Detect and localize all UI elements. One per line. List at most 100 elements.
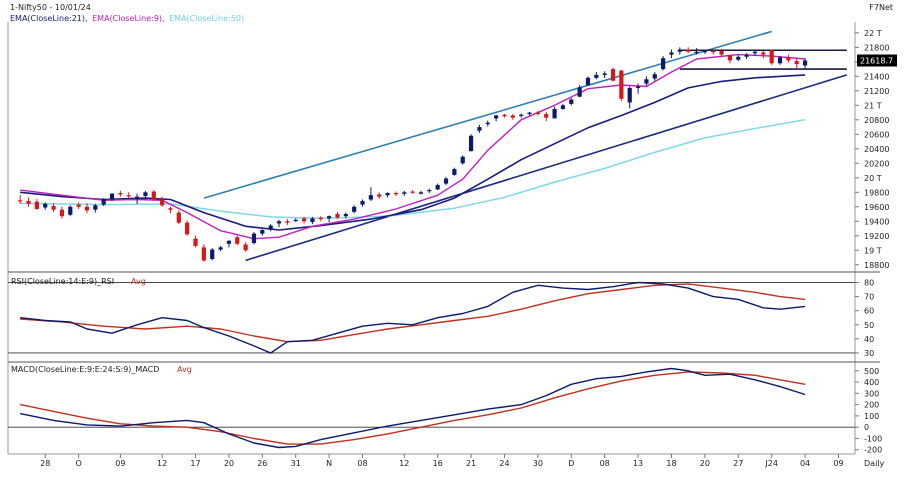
rsi-avg-line xyxy=(20,283,806,343)
price-y-tick-label: 21800 xyxy=(864,43,889,52)
candle-body xyxy=(218,247,223,250)
candle-body xyxy=(786,57,791,61)
macd-y-tick-label: 0 xyxy=(864,423,869,432)
macd-avg-line xyxy=(20,371,806,445)
x-tick-label: O xyxy=(75,459,81,468)
candle-body xyxy=(802,60,808,66)
vendor-label: F7Net xyxy=(869,3,893,12)
candle-body xyxy=(652,74,657,79)
candle-body xyxy=(519,114,524,116)
macd-y-tick-label: -100 xyxy=(864,434,882,443)
candle-body xyxy=(460,156,465,164)
upper-channel-trendline xyxy=(203,30,772,199)
x-tick-label: 12 xyxy=(157,459,167,468)
candle-body xyxy=(552,108,557,119)
x-tick-label: 08 xyxy=(600,459,610,468)
candle-body xyxy=(577,87,582,97)
candle-body xyxy=(34,201,39,209)
x-tick-label: 13 xyxy=(633,459,643,468)
candle-body xyxy=(627,87,632,103)
candle-body xyxy=(43,203,48,208)
candle-body xyxy=(151,191,156,200)
x-tick-label: 20 xyxy=(700,459,710,468)
candle-body xyxy=(427,190,432,192)
candle-body xyxy=(368,195,373,200)
price-y-tick-label: 19800 xyxy=(864,188,889,197)
macd-y-tick-label: 100 xyxy=(864,412,879,421)
candle-body xyxy=(677,49,682,52)
candle-body xyxy=(794,61,799,65)
candle-body xyxy=(635,86,641,88)
candle-body xyxy=(84,206,90,211)
candle-body xyxy=(18,200,23,202)
candle-body xyxy=(661,58,666,70)
candle-body xyxy=(402,192,407,194)
candle-body xyxy=(160,199,165,206)
candle-body xyxy=(101,199,106,205)
candle-body xyxy=(560,105,566,109)
candle-body xyxy=(602,73,607,75)
price-y-tick-label: 19200 xyxy=(864,232,889,241)
price-y-tick-label: 22 T xyxy=(864,29,882,38)
price-y-tick-label: 20200 xyxy=(864,159,889,168)
rsi-line xyxy=(20,281,806,354)
last-price-tag xyxy=(857,54,897,67)
x-tick-label: 04 xyxy=(800,459,810,468)
candle-body xyxy=(126,195,131,197)
x-tick-label: 20 xyxy=(224,459,234,468)
instrument-title: 1-Nifty50 - 10/01/24 xyxy=(10,3,91,12)
candle-body xyxy=(76,204,81,207)
rsi-y-tick-label: 60 xyxy=(864,307,874,316)
x-tick-label: 16 xyxy=(433,459,443,468)
candle-body xyxy=(510,115,515,118)
candle-body xyxy=(418,192,424,194)
candle-body xyxy=(235,237,240,244)
candle-body xyxy=(310,218,315,222)
macd-y-tick-label: 200 xyxy=(864,401,879,410)
candle-body xyxy=(544,114,549,118)
rsi-title: RSI(CloseLine:14:E:9)_RSI xyxy=(11,277,114,286)
candle-body xyxy=(719,50,724,55)
candle-body xyxy=(527,112,532,115)
macd-y-tick-label: -200 xyxy=(864,446,882,455)
candle-body xyxy=(210,249,215,259)
x-tick-label: 26 xyxy=(257,459,267,468)
candle-body xyxy=(134,196,140,199)
candle-body xyxy=(569,99,574,104)
candle-body xyxy=(93,205,98,210)
candle-body xyxy=(293,219,298,222)
last-price-label: 21618.7 xyxy=(860,57,893,66)
x-tick-label: J24 xyxy=(764,459,778,468)
candle-body xyxy=(343,214,348,217)
price-y-tick-label: 21400 xyxy=(864,72,889,81)
price-y-tick-label: 20800 xyxy=(864,116,889,125)
macd-y-tick-label: 500 xyxy=(864,367,879,376)
candle-body xyxy=(201,247,206,261)
x-tick-label: 28 xyxy=(40,459,50,468)
candle-body xyxy=(727,55,733,61)
candle-body xyxy=(26,200,31,204)
candle-body xyxy=(752,51,758,54)
candle-body xyxy=(327,216,332,219)
rsi-y-tick-label: 30 xyxy=(864,349,874,358)
candle-body xyxy=(285,221,290,223)
candle-body xyxy=(585,77,591,86)
candle-body xyxy=(435,185,440,190)
candle-body xyxy=(68,206,73,215)
candle-body xyxy=(502,114,507,117)
candle-body xyxy=(360,200,365,205)
candle-body xyxy=(769,50,774,64)
candle-body xyxy=(143,192,148,196)
candle-body xyxy=(168,208,173,210)
candle-body xyxy=(468,135,474,151)
candle-body xyxy=(352,206,357,212)
rsi-y-tick-label: 50 xyxy=(864,321,874,330)
candle-body xyxy=(702,50,707,53)
x-tick-label: 31 xyxy=(291,459,301,468)
ema21-legend: EMA(CloseLine:21), xyxy=(10,14,88,23)
price-y-tick-label: 19 T xyxy=(864,246,882,255)
candle-body xyxy=(185,222,190,235)
macd-line xyxy=(20,367,806,449)
candle-body xyxy=(619,70,624,99)
